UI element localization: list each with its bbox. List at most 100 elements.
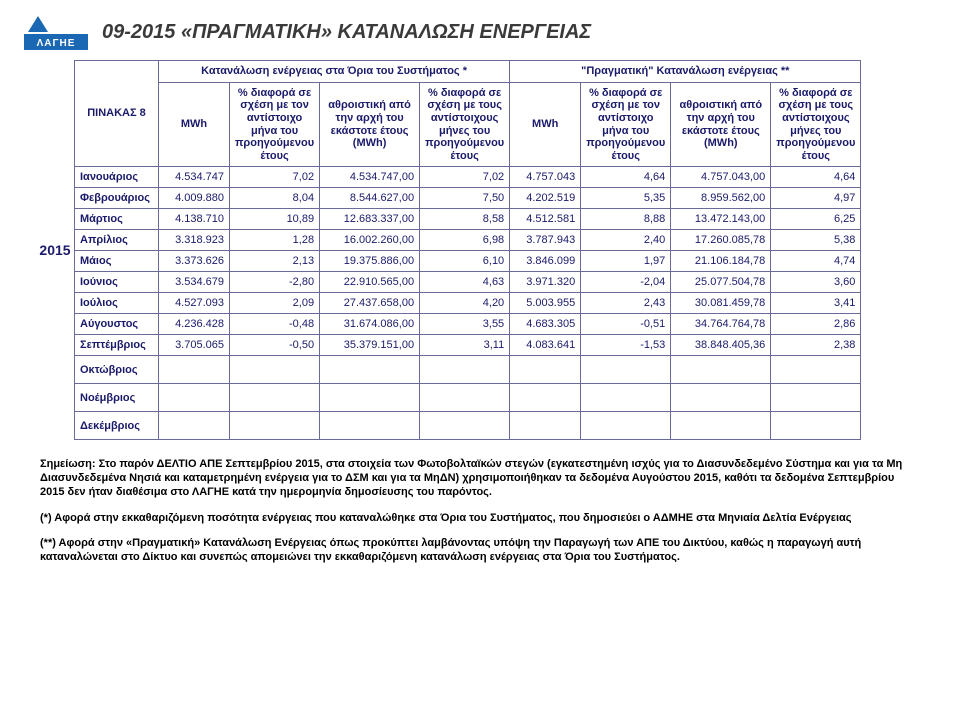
value-cell: 30.081.459,78 (671, 293, 771, 314)
table-row: Μάρτιος4.138.71010,8912.683.337,008,584.… (75, 209, 861, 230)
value-cell: 38.848.405,36 (671, 335, 771, 356)
value-cell (510, 412, 581, 440)
month-cell: Μάρτιος (75, 209, 159, 230)
value-cell: -0,51 (581, 314, 671, 335)
month-cell: Αύγουστος (75, 314, 159, 335)
footnote-2: (*) Αφορά στην εκκαθαριζόμενη ποσότητα ε… (40, 512, 920, 526)
value-cell: 1,97 (581, 251, 671, 272)
table-row: Απρίλιος3.318.9231,2816.002.260,006,983.… (75, 230, 861, 251)
value-cell: 4,64 (581, 167, 671, 188)
value-cell: 6,98 (420, 230, 510, 251)
value-cell: 3.318.923 (159, 230, 230, 251)
value-cell: 6,25 (771, 209, 861, 230)
col-table-label: ΠΙΝΑΚΑΣ 8 (75, 61, 159, 167)
month-cell: Ιανουάριος (75, 167, 159, 188)
col-pct1-b: % διαφορά σε σχέση με τον αντίστοιχο μήν… (581, 82, 671, 167)
value-cell: 3.971.320 (510, 272, 581, 293)
value-cell (510, 356, 581, 384)
page-title: 09-2015 «ΠΡΑΓΜΑΤΙΚΗ» ΚΑΤΑΝΑΛΩΣΗ ΕΝΕΡΓΕΙΑ… (102, 21, 591, 44)
value-cell (159, 356, 230, 384)
value-cell (771, 384, 861, 412)
value-cell: 4.534.747 (159, 167, 230, 188)
value-cell: 8,58 (420, 209, 510, 230)
value-cell: 2,40 (581, 230, 671, 251)
value-cell: 4.083.641 (510, 335, 581, 356)
table-row: Οκτώβριος (75, 356, 861, 384)
table-row: Φεβρουάριος4.009.8808,048.544.627,007,50… (75, 188, 861, 209)
value-cell: 4.757.043,00 (671, 167, 771, 188)
value-cell: 4.512.581 (510, 209, 581, 230)
value-cell (581, 384, 671, 412)
value-cell: 16.002.260,00 (320, 230, 420, 251)
value-cell: 2,43 (581, 293, 671, 314)
value-cell: 2,09 (230, 293, 320, 314)
value-cell: 4.138.710 (159, 209, 230, 230)
footnote-3: (**) Αφορά στην «Πραγματική» Κατανάλωση … (40, 537, 920, 565)
col-pct2-b: % διαφορά σε σχέση με τους αντίστοιχους … (771, 82, 861, 167)
value-cell: 8,04 (230, 188, 320, 209)
value-cell: 25.077.504,78 (671, 272, 771, 293)
value-cell: -0,48 (230, 314, 320, 335)
value-cell: 4,74 (771, 251, 861, 272)
col-pct2-a: % διαφορά σε σχέση με τους αντίστοιχους … (420, 82, 510, 167)
value-cell: 2,86 (771, 314, 861, 335)
col-mwh-b: MWh (510, 82, 581, 167)
table-row: Δεκέμβριος (75, 412, 861, 440)
value-cell (230, 384, 320, 412)
value-cell: 1,28 (230, 230, 320, 251)
value-cell: 4,97 (771, 188, 861, 209)
value-cell: 3.705.065 (159, 335, 230, 356)
value-cell (159, 384, 230, 412)
value-cell (320, 356, 420, 384)
table-row: Ιούνιος3.534.679-2,8022.910.565,004,633.… (75, 272, 861, 293)
value-cell (420, 412, 510, 440)
table-row: Ιούλιος4.527.0932,0927.437.658,004,205.0… (75, 293, 861, 314)
value-cell: 2,38 (771, 335, 861, 356)
table-row: Μάιος3.373.6262,1319.375.886,006,103.846… (75, 251, 861, 272)
value-cell: 4,20 (420, 293, 510, 314)
value-cell (510, 384, 581, 412)
col-mwh-a: MWh (159, 82, 230, 167)
value-cell: 34.764.764,78 (671, 314, 771, 335)
value-cell (581, 412, 671, 440)
energy-table: ΠΙΝΑΚΑΣ 8 Κατανάλωση ενέργειας στα Όρια … (74, 60, 861, 440)
value-cell: 21.106.184,78 (671, 251, 771, 272)
value-cell: -2,04 (581, 272, 671, 293)
col-cum-b: αθροιστική από την αρχή του εκάστοτε έτο… (671, 82, 771, 167)
value-cell: 3.373.626 (159, 251, 230, 272)
col-pct1-a: % διαφορά σε σχέση με τον αντίστοιχο μήν… (230, 82, 320, 167)
month-cell: Ιούλιος (75, 293, 159, 314)
value-cell: 3,11 (420, 335, 510, 356)
value-cell (320, 384, 420, 412)
value-cell (671, 356, 771, 384)
value-cell: 5,38 (771, 230, 861, 251)
value-cell (581, 356, 671, 384)
year-label: 2015 (36, 60, 74, 440)
month-cell: Απρίλιος (75, 230, 159, 251)
value-cell: 4,64 (771, 167, 861, 188)
value-cell: -0,50 (230, 335, 320, 356)
value-cell: 35.379.151,00 (320, 335, 420, 356)
month-cell: Δεκέμβριος (75, 412, 159, 440)
value-cell (320, 412, 420, 440)
value-cell: 3.534.679 (159, 272, 230, 293)
value-cell: 3.846.099 (510, 251, 581, 272)
table-row: Ιανουάριος4.534.7477,024.534.747,007,024… (75, 167, 861, 188)
value-cell: 4.202.519 (510, 188, 581, 209)
value-cell (671, 384, 771, 412)
footnote-1: Σημείωση: Στο παρόν ΔΕΛΤΙΟ ΑΠΕ Σεπτεμβρί… (40, 458, 920, 499)
value-cell: 4,63 (420, 272, 510, 293)
value-cell (420, 356, 510, 384)
value-cell: 19.375.886,00 (320, 251, 420, 272)
value-cell: 4.534.747,00 (320, 167, 420, 188)
value-cell: 27.437.658,00 (320, 293, 420, 314)
month-cell: Ιούνιος (75, 272, 159, 293)
value-cell: 4.757.043 (510, 167, 581, 188)
value-cell (230, 412, 320, 440)
value-cell: 8.959.562,00 (671, 188, 771, 209)
value-cell: 10,89 (230, 209, 320, 230)
table-row: Αύγουστος4.236.428-0,4831.674.086,003,55… (75, 314, 861, 335)
value-cell: 4.527.093 (159, 293, 230, 314)
month-cell: Μάιος (75, 251, 159, 272)
value-cell: 5.003.955 (510, 293, 581, 314)
